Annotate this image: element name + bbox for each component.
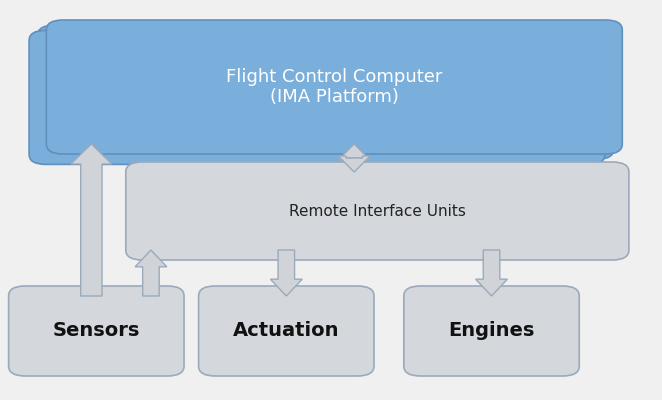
Text: Remote Interface Units: Remote Interface Units bbox=[289, 204, 466, 218]
FancyBboxPatch shape bbox=[199, 286, 374, 376]
Text: Flight Control Computer
(IMA Platform): Flight Control Computer (IMA Platform) bbox=[226, 68, 442, 106]
Polygon shape bbox=[270, 250, 303, 296]
Text: Actuation: Actuation bbox=[233, 322, 340, 340]
Text: Engines: Engines bbox=[448, 322, 535, 340]
FancyBboxPatch shape bbox=[29, 30, 605, 164]
Polygon shape bbox=[135, 250, 167, 296]
Polygon shape bbox=[338, 144, 370, 160]
Polygon shape bbox=[338, 156, 370, 172]
FancyBboxPatch shape bbox=[38, 25, 614, 159]
Text: Sensors: Sensors bbox=[53, 322, 140, 340]
FancyBboxPatch shape bbox=[126, 162, 629, 260]
FancyBboxPatch shape bbox=[46, 20, 622, 154]
FancyBboxPatch shape bbox=[9, 286, 184, 376]
FancyBboxPatch shape bbox=[404, 286, 579, 376]
Polygon shape bbox=[475, 250, 508, 296]
Polygon shape bbox=[71, 144, 112, 296]
